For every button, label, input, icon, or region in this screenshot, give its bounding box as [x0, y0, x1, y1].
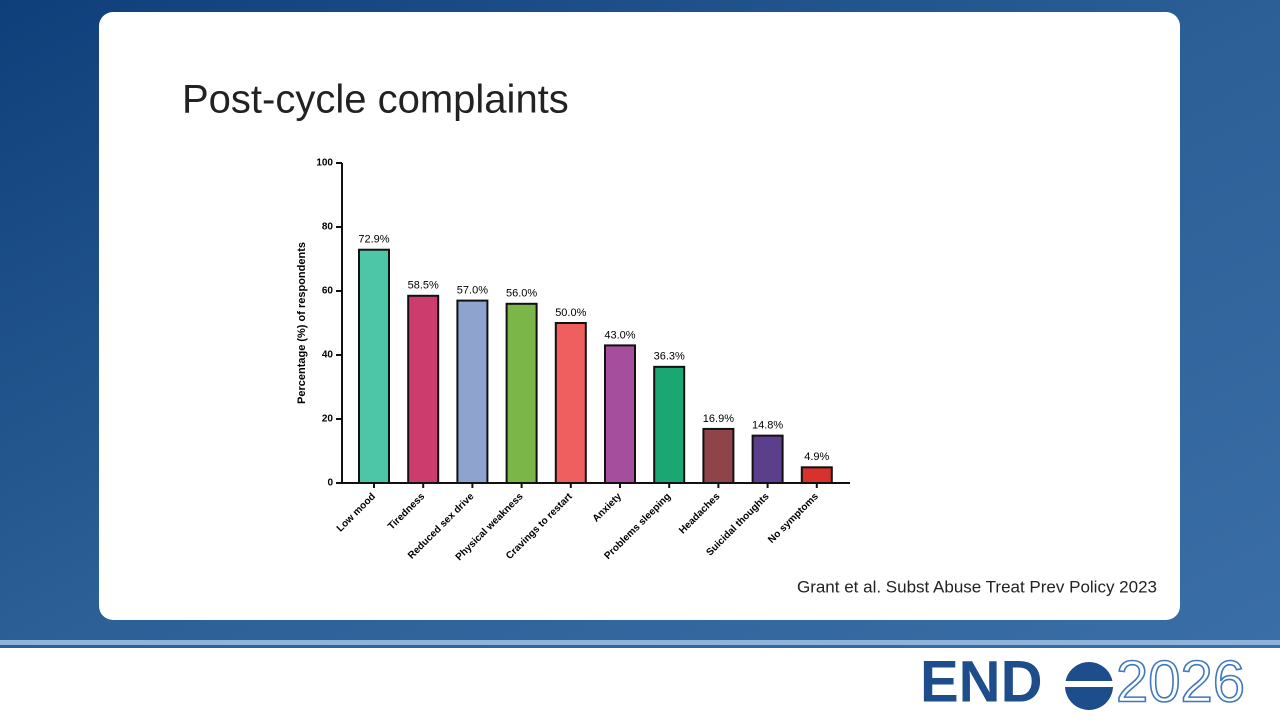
bar [653, 365, 686, 484]
y-tick-label: 100 [316, 158, 333, 169]
y-tick-label: 80 [322, 222, 334, 233]
slide-title: Post-cycle complaints [182, 78, 569, 122]
y-tick-label: 0 [327, 478, 333, 489]
value-label: 16.9% [703, 413, 734, 425]
value-label: 57.0% [457, 285, 488, 297]
logo-globe [1062, 662, 1116, 710]
bar [554, 322, 587, 484]
y-tick-label: 40 [322, 350, 334, 361]
y-tick-label: 20 [322, 414, 334, 425]
bar [358, 248, 390, 484]
bar [751, 434, 784, 485]
bar [800, 466, 833, 485]
bar [505, 302, 538, 484]
value-label: 4.9% [804, 451, 829, 463]
stripe [0, 640, 1280, 645]
y-axis-label: Percentage (%) of respondents [296, 242, 308, 404]
value-label: 43.0% [604, 329, 635, 341]
value-label: 50.0% [555, 307, 586, 319]
value-label: 58.5% [408, 280, 439, 292]
bar [407, 294, 440, 484]
bar [702, 427, 735, 485]
y-tick-label: 60 [322, 286, 334, 297]
value-label: 72.9% [358, 234, 389, 246]
logo-left: END [920, 649, 1042, 714]
logo-right: 2026 [1116, 649, 1245, 714]
bar [456, 299, 489, 484]
bar [604, 344, 636, 484]
value-label: 36.3% [654, 351, 685, 363]
value-label: 14.8% [752, 420, 783, 432]
value-label: 56.0% [506, 288, 537, 300]
citation: Grant et al. Subst Abuse Treat Prev Poli… [797, 577, 1157, 596]
